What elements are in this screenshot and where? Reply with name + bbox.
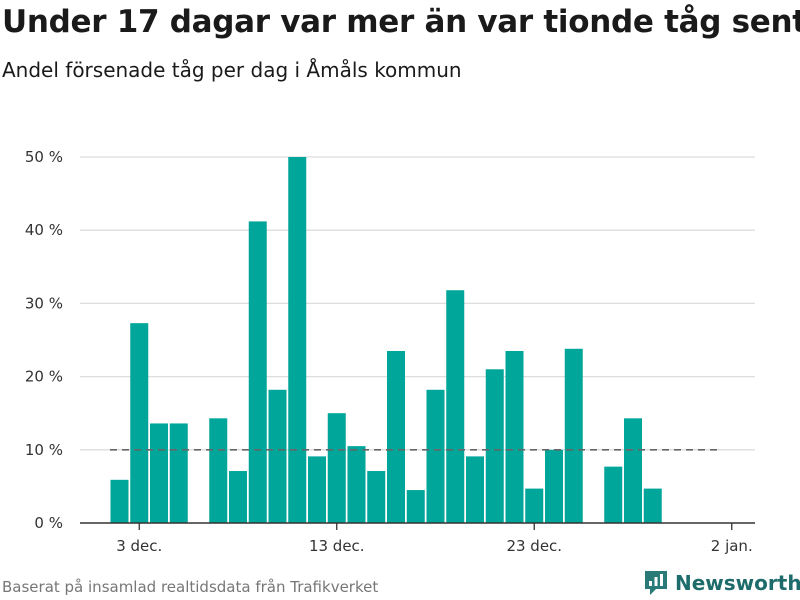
grid-lines [80, 156, 755, 451]
chart-title: Under 17 dagar var mer än var tionde tåg… [2, 4, 800, 40]
bar [406, 490, 425, 523]
brand-logo: Newsworthy [643, 568, 800, 598]
chart-subtitle: Andel försenade tåg per dag i Åmåls komm… [2, 58, 462, 82]
y-tick-label: 30 % [25, 294, 63, 312]
bar [110, 479, 129, 523]
y-tick-label: 0 % [34, 514, 63, 532]
bar [288, 157, 307, 523]
bars [110, 157, 662, 523]
x-axis [80, 522, 755, 530]
bar [624, 418, 642, 523]
bar [387, 350, 405, 523]
bar [643, 488, 662, 523]
bar [367, 471, 386, 523]
bar [268, 389, 287, 523]
y-tick-label: 20 % [25, 368, 63, 386]
bar [564, 348, 583, 523]
bar [545, 449, 563, 523]
bar [525, 488, 544, 523]
y-tick-label: 40 % [25, 221, 63, 239]
bar [485, 369, 504, 523]
bar [347, 446, 366, 523]
brand-name: Newsworthy [675, 571, 800, 595]
tick-labels: 0 % 10 % 20 % 30 % 40 % 50 % 3 dec. 13 dec. 23 d… [25, 148, 753, 555]
y-tick-label: 50 % [25, 148, 63, 166]
bar [308, 456, 326, 523]
bar [248, 221, 267, 523]
bar [466, 456, 484, 523]
bar [169, 423, 188, 523]
x-tick-label: 3 dec. [116, 537, 162, 555]
newsworthy-logo-icon [645, 571, 667, 595]
x-tick-label: 13 dec. [309, 537, 365, 555]
bar [426, 389, 445, 523]
bar [604, 466, 623, 523]
bar [209, 418, 228, 523]
bar [229, 471, 247, 523]
y-tick-label: 10 % [25, 441, 63, 459]
source-note: Baserat på insamlad realtidsdata från Tr… [2, 578, 379, 596]
bar [505, 350, 524, 523]
x-tick-label: 23 dec. [506, 537, 562, 555]
x-tick-label: 2 jan. [711, 537, 753, 555]
bar [327, 413, 346, 523]
bar [150, 423, 168, 523]
bar [446, 290, 465, 523]
bar [130, 323, 149, 523]
